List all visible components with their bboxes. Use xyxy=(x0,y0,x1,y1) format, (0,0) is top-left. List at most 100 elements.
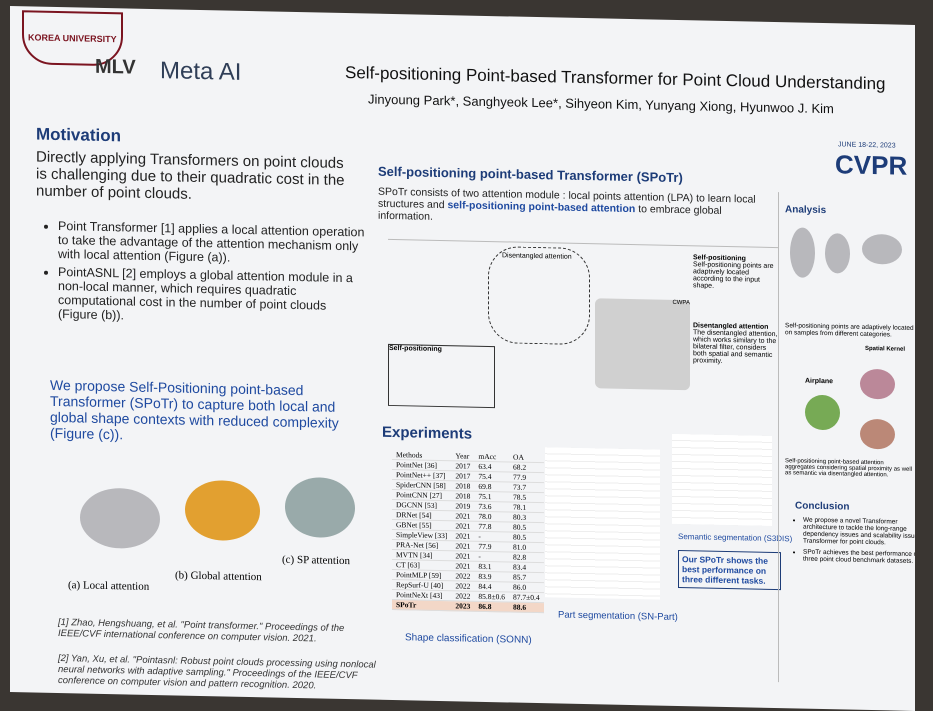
table xyxy=(672,433,772,526)
figure-box: Self-positioning xyxy=(388,343,495,409)
text: self-positioning point-based attention xyxy=(447,199,636,216)
cell: SimpleView [33] xyxy=(392,529,452,541)
callout: Our SPoTr shows the best performance on … xyxy=(678,549,781,591)
cell: 83.1 xyxy=(474,561,510,572)
figure-box xyxy=(488,246,590,346)
divider xyxy=(778,192,779,683)
cell: 78.0 xyxy=(474,511,510,522)
cell: SpiderCNN [58] xyxy=(392,479,452,491)
cell: 78.1 xyxy=(509,501,544,513)
cell: Year xyxy=(451,451,475,462)
label: Spatial Kernel xyxy=(865,345,906,353)
cell: 2018 xyxy=(451,480,475,492)
reference: [1] Zhao, Hengshuang, et al. "Point tran… xyxy=(58,617,345,645)
bullet: We propose a novel Transformer architect… xyxy=(803,517,915,548)
cell: 63.4 xyxy=(474,461,510,472)
cell: 2021 xyxy=(451,560,475,572)
cell: 2021 xyxy=(451,510,475,522)
cell: GBNet [55] xyxy=(392,519,452,531)
figure-box: CWPA xyxy=(595,298,690,391)
cell: 85.7 xyxy=(509,571,544,583)
label: CWPA xyxy=(672,299,690,307)
cell: 2017 xyxy=(451,460,475,472)
heading: Analysis xyxy=(785,204,827,217)
cell: 2019 xyxy=(451,500,475,512)
conference: CVPR xyxy=(835,149,908,181)
cell: 2022 xyxy=(451,580,475,592)
cell: OA xyxy=(509,452,544,463)
cell: 86.8 xyxy=(474,601,510,612)
cell: 2018 xyxy=(451,490,475,502)
cell: 81.0 xyxy=(509,541,544,553)
dates: JUNE 18-22, 2023 xyxy=(838,141,896,150)
text: Disentangled attention The disentangled a… xyxy=(693,322,778,366)
cell: 2021 xyxy=(451,520,475,532)
text: Self-positioning Self-positioning points … xyxy=(693,254,778,291)
caption: Shape classification (SONN) xyxy=(405,632,532,646)
cell: 78.5 xyxy=(509,491,544,503)
list: Point Transformer [1] applies a local at… xyxy=(40,219,368,332)
label: Self-positioning xyxy=(389,344,442,354)
heading: Motivation xyxy=(36,124,121,146)
cell: 80.5 xyxy=(509,531,544,543)
cell: DRNet [54] xyxy=(392,509,452,521)
bullet: Point Transformer [1] applies a local at… xyxy=(58,219,368,267)
logo: Meta AI xyxy=(160,57,242,86)
cell: CT [63] xyxy=(392,559,452,571)
heading: Self-positioning point-based Transformer… xyxy=(378,163,683,186)
cell: PointNet [36] xyxy=(392,459,452,471)
cell: 73.6 xyxy=(474,501,510,512)
text: Self-positioning points are adaptively l… xyxy=(693,261,774,290)
cell: - xyxy=(474,551,510,562)
cell: - xyxy=(474,531,510,542)
cell: 77.9 xyxy=(509,471,544,483)
cell: 2023 xyxy=(451,600,475,612)
text: SPoTr consists of two attention module :… xyxy=(378,186,768,230)
cell: 2022 xyxy=(451,570,475,582)
cell: 2017 xyxy=(451,470,475,482)
text: Directly applying Transformers on point … xyxy=(36,148,345,203)
cell: 87.7±0.4 xyxy=(509,591,544,603)
cell: 88.6 xyxy=(509,601,544,613)
authors: Jinyoung Park*, Sanghyeok Lee*, Sihyeon … xyxy=(368,91,834,117)
cell: 2021 xyxy=(451,550,475,562)
cell: 80.5 xyxy=(509,521,544,533)
bullet: SPoTr achieves the best performance on t… xyxy=(803,549,915,566)
poster: KOREA UNIVERSITY MLV Meta AI Self-positi… xyxy=(10,6,915,711)
text: The disentangled attention, which works … xyxy=(693,329,778,365)
cell: DGCNN [53] xyxy=(392,499,452,511)
table xyxy=(545,447,660,600)
cell: 75.1 xyxy=(474,491,510,502)
cell: 83.4 xyxy=(509,561,544,573)
text: Self-positioning point-based attention a… xyxy=(785,458,913,479)
cell: MVTN [34] xyxy=(392,549,452,561)
cell: 77.8 xyxy=(474,521,510,532)
heading: Experiments xyxy=(382,423,473,443)
cell: 82.8 xyxy=(509,551,544,563)
cell: 75.4 xyxy=(474,471,510,482)
label: Disentangled attention xyxy=(502,252,572,261)
caption: (a) Local attention xyxy=(68,579,150,593)
cell: SPoTr xyxy=(392,599,452,611)
label: Airplane xyxy=(805,377,834,386)
caption: Part segmentation (SN-Part) xyxy=(558,609,678,623)
cell: 73.7 xyxy=(509,481,544,493)
logo: MLV xyxy=(95,55,136,79)
bullet: PointASNL [2] employs a global attention… xyxy=(58,265,368,327)
cell: PointMLP [59] xyxy=(392,569,452,581)
caption: Semantic segmentation (S3DIS) xyxy=(678,531,793,544)
caption: (b) Global attention xyxy=(175,569,262,584)
cell: mAcc xyxy=(474,451,510,462)
cell: 2021 xyxy=(451,530,475,542)
cell: 69.8 xyxy=(474,481,510,492)
text: Self-positioning points are adaptively l… xyxy=(785,322,914,339)
proposal: We propose Self-Positioning point-based … xyxy=(50,376,339,443)
cell: PointCNN [27] xyxy=(392,489,452,501)
cell: PointNeXt [43] xyxy=(392,589,452,601)
cell: PRA-Net [56] xyxy=(392,539,452,551)
cell: 68.2 xyxy=(509,461,544,473)
list: We propose a novel Transformer architect… xyxy=(785,516,915,569)
heading: Conclusion xyxy=(795,500,850,513)
title: Self-positioning Point-based Transformer… xyxy=(345,63,886,94)
reference: [2] Yan, Xu, et al. "Pointasnl: Robust p… xyxy=(58,653,376,692)
